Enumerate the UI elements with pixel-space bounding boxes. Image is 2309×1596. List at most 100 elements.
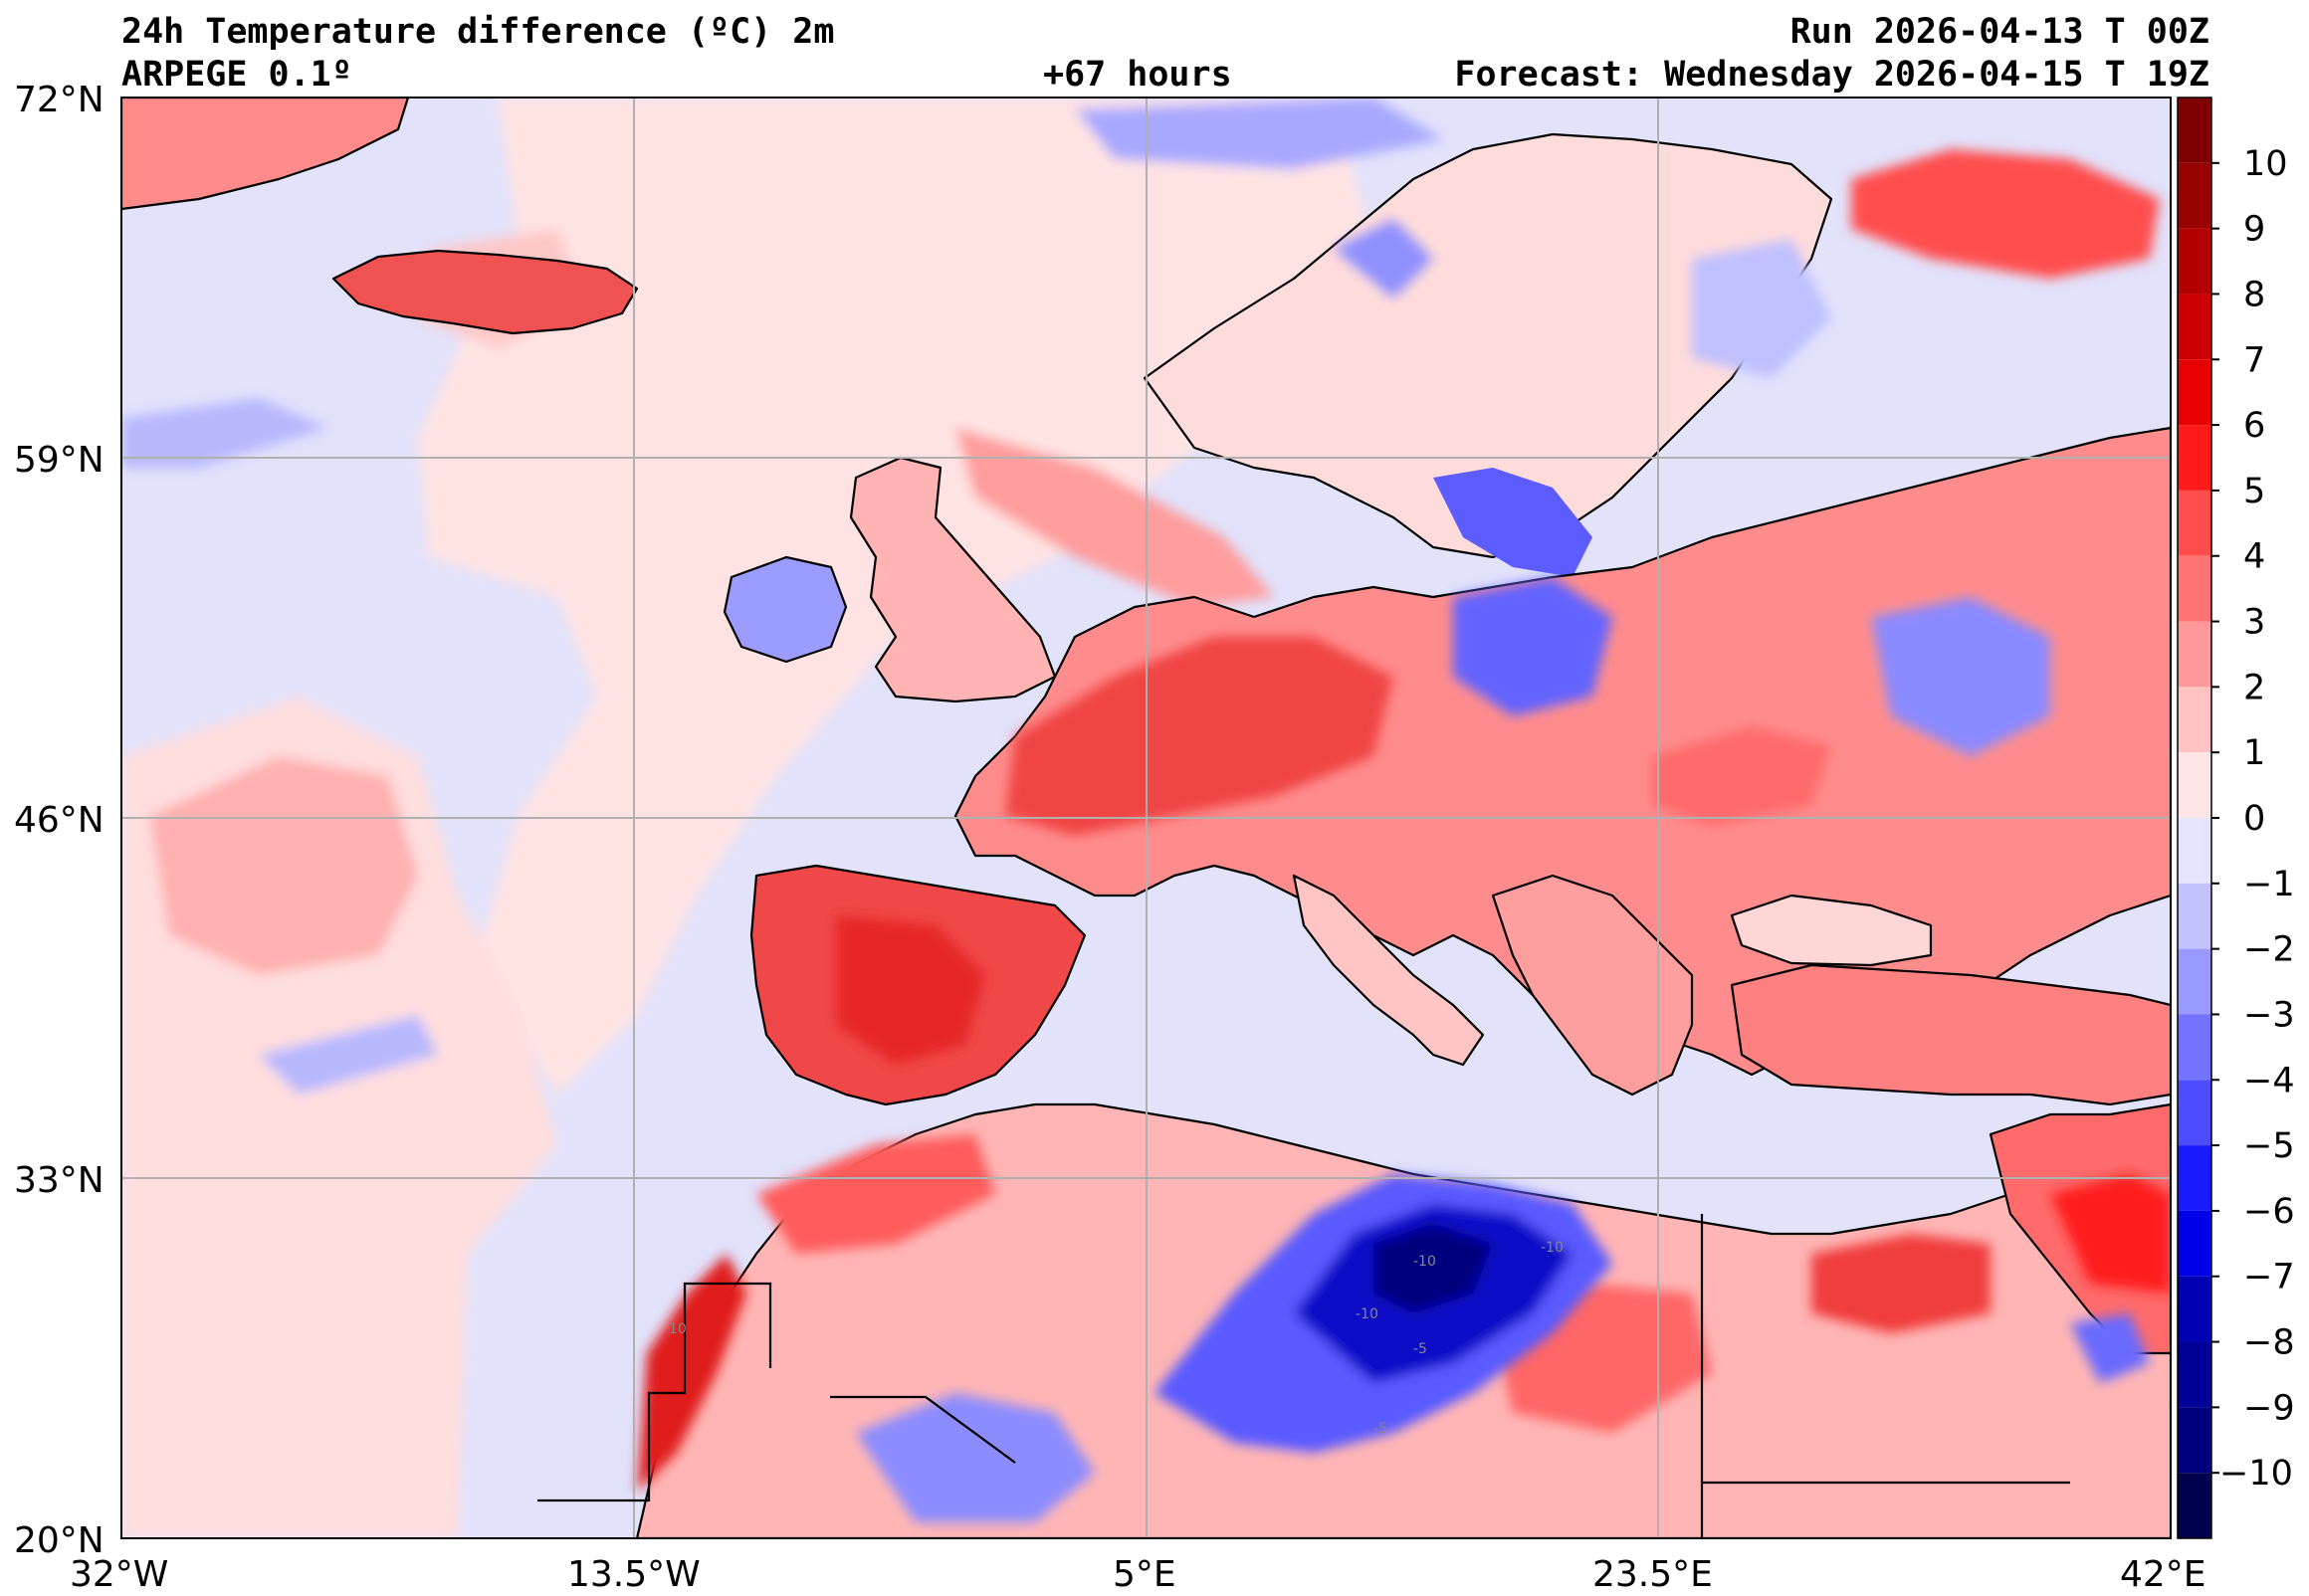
colorbar-band [2178, 228, 2211, 295]
colorbar-tick-label: −6 [2243, 1192, 2295, 1232]
forecast-label: Forecast: Wednesday 2026-04-15 T 19Z [1454, 55, 2209, 95]
cold-area-saudi [2070, 1313, 2150, 1383]
colorbar-tick-label: −7 [2243, 1258, 2295, 1297]
colorbar-band [2178, 1276, 2211, 1342]
colorbar-tick-label: −5 [2243, 1126, 2295, 1166]
contour-label: -5 [1373, 1421, 1387, 1437]
colorbar-tick-label: 2 [2243, 668, 2265, 707]
colorbar-band [2178, 883, 2211, 949]
warm-core-romania [1652, 726, 1831, 826]
lat-label: 46°N [14, 800, 105, 841]
lat-label: 59°N [14, 440, 105, 481]
colorbar-tick-label: −3 [2243, 995, 2295, 1035]
cool-streak-atlantic-1 [121, 398, 328, 468]
chart-title: 24h Temperature difference (ºC) 2m [121, 12, 835, 52]
cold-core-sahara-deep [1373, 1224, 1493, 1313]
colorbar-band [2178, 490, 2211, 556]
colorbar-band [2178, 1145, 2211, 1211]
lat-label: 72°N [14, 80, 105, 120]
borders [537, 1214, 2070, 1538]
colorbar-tick-label: 6 [2243, 406, 2265, 446]
contour-label: -10 [1413, 1254, 1436, 1270]
lon-label: 42°E [2120, 1554, 2206, 1595]
map-frame [120, 97, 2172, 1539]
lon-label: 32°W [70, 1554, 168, 1595]
colorbar-tick-label: −2 [2243, 930, 2295, 970]
lon-label: 23.5°E [1592, 1554, 1713, 1595]
longitude-labels: 32°W 13.5°W 5°E 23.5°E 42°E [70, 1554, 2206, 1595]
colorbar-tick-label: 4 [2243, 537, 2265, 577]
lead-time-label: +67 hours [1043, 55, 1232, 95]
cold-area-finland [1692, 239, 1831, 378]
colorbar-tick-label: 9 [2243, 210, 2265, 250]
lat-label: 20°N [14, 1520, 105, 1561]
warm-core-algeria-north [756, 1134, 995, 1254]
great-britain [849, 456, 1057, 703]
colorbar-band [2178, 98, 2211, 163]
colorbar-band [2178, 294, 2211, 360]
contour-labels: -10 -10 -10 -5 -5 10 [669, 1240, 1564, 1437]
border-mauritania-mali [830, 1395, 1016, 1464]
colorbar-tick-label: −1 [2243, 865, 2295, 904]
cool-band-arctic [1075, 98, 1443, 169]
colorbar-band [2178, 818, 2211, 884]
map-area: -10 -10 -10 -5 -5 10 [121, 98, 2171, 1538]
warm-core-egypt [1811, 1234, 1991, 1333]
colorbar-band [2178, 752, 2211, 818]
colorbar-tick-label: −10 [2219, 1454, 2293, 1494]
colorbar-band [2178, 621, 2211, 688]
colorbar-tick-label: −9 [2243, 1388, 2295, 1428]
warm-core-morocco [637, 1254, 746, 1493]
colorbar-band [2178, 555, 2211, 622]
colorbar-band [2178, 948, 2211, 1015]
iceland [331, 249, 639, 335]
colorbar-band [2178, 359, 2211, 426]
contour-label: 10 [669, 1321, 687, 1337]
run-label: Run 2026-04-13 T 00Z [1789, 12, 2209, 52]
baltic-sea [1433, 468, 1592, 577]
colorbar-band [2178, 1407, 2211, 1474]
latitude-labels: 72°N 59°N 46°N 33°N 20°N [14, 80, 105, 1561]
colorbar-band [2178, 162, 2211, 229]
cool-streak-atlantic-2 [259, 1015, 438, 1095]
warm-patch-atlantic [149, 756, 418, 975]
balkans [1491, 874, 1694, 1097]
colorbar-tick-label: 1 [2243, 733, 2265, 773]
colorbar-tick-label: 10 [2243, 144, 2288, 184]
contour-label: -10 [1356, 1306, 1378, 1322]
lon-label: 5°E [1113, 1554, 1176, 1595]
warm-core-arabia [2050, 1174, 2171, 1294]
ireland [723, 555, 848, 664]
colorbar-band [2178, 1080, 2211, 1146]
warm-core-russia [1851, 149, 2160, 279]
cold-area-ukraine [1871, 597, 2050, 756]
warm-anomaly-cores [637, 149, 2171, 1493]
colorbar-tick-label: 5 [2243, 472, 2265, 511]
greenland-coast [121, 98, 410, 211]
gridlines [121, 98, 2171, 1538]
cold-area-poland [1453, 577, 1612, 716]
colorbar-tick-label: 7 [2243, 340, 2265, 380]
lon-label: 13.5°W [567, 1554, 701, 1595]
colorbar-band [2178, 425, 2211, 491]
warm-core-iberia [836, 915, 985, 1065]
colorbar-tick-label: −4 [2243, 1061, 2295, 1100]
colorbar-band [2178, 1341, 2211, 1408]
colorbar-band [2178, 687, 2211, 753]
model-label: ARPEGE 0.1º [121, 55, 352, 95]
colorbar [2177, 97, 2212, 1539]
warm-core-france-germany [1005, 637, 1393, 836]
cold-area-norway-west [1334, 219, 1433, 299]
colorbar-tick-label: 0 [2243, 799, 2265, 839]
colorbar-band [2178, 1014, 2211, 1081]
border-western-sahara [537, 1282, 772, 1502]
colorbar-tick-label: −8 [2243, 1323, 2295, 1363]
colorbar-band [2178, 1210, 2211, 1277]
colorbar-band [2178, 1473, 2211, 1538]
colorbar-tick-label: 3 [2243, 603, 2265, 643]
warm-streak-north-sea [955, 428, 1274, 607]
anatolia [1730, 963, 2171, 1106]
black-sea [1730, 894, 1933, 967]
